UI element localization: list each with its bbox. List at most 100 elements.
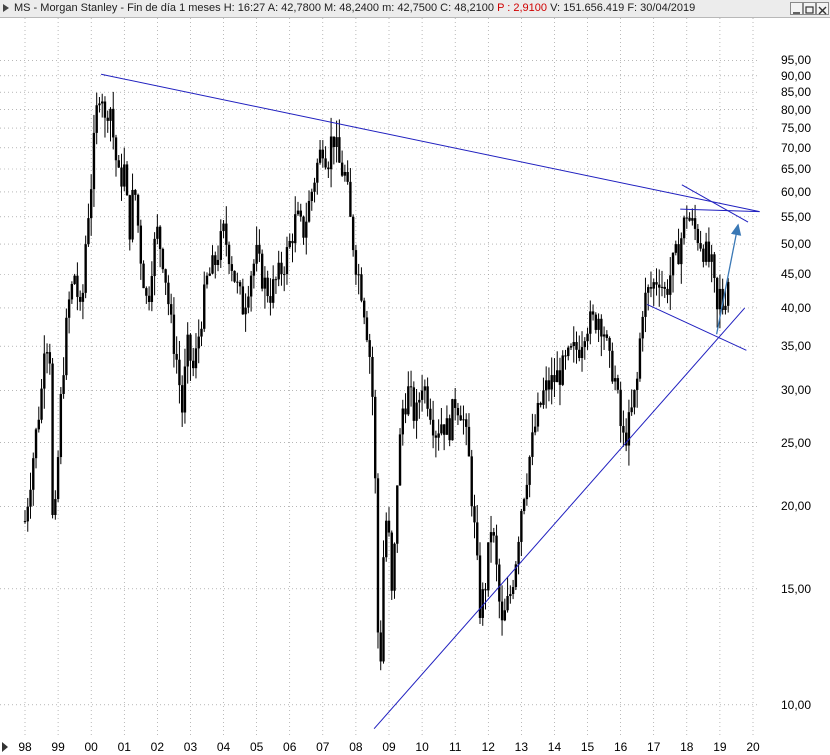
x-tick-label-08: 08 xyxy=(349,740,363,754)
candle-body xyxy=(189,334,192,361)
candle-body xyxy=(616,378,620,390)
x-tick-label-07: 07 xyxy=(316,740,330,754)
candle-body xyxy=(260,253,264,289)
window-menu-icon[interactable] xyxy=(2,3,10,13)
time-axis-bar xyxy=(0,737,830,755)
maximize-button[interactable] xyxy=(803,2,816,15)
candle-body xyxy=(238,282,242,287)
candle-body xyxy=(95,105,98,133)
x-tick-label-98: 98 xyxy=(18,740,32,754)
candle-body xyxy=(420,390,424,400)
candle-body xyxy=(114,137,118,161)
minimize-icon xyxy=(793,12,800,14)
candle-body xyxy=(230,264,234,271)
candle-body xyxy=(528,456,531,485)
x-tick-label-20: 20 xyxy=(746,740,760,754)
candle-body xyxy=(158,226,162,249)
candle-body xyxy=(564,355,567,357)
price-chart[interactable] xyxy=(0,18,830,737)
candle-body xyxy=(412,387,416,421)
candle-body xyxy=(62,375,65,394)
candle-body xyxy=(567,347,570,357)
candle-body xyxy=(241,286,245,315)
candle-body xyxy=(161,248,165,270)
x-tick-label-13: 13 xyxy=(514,740,529,754)
candle-body xyxy=(500,601,504,621)
minimize-button[interactable] xyxy=(790,2,803,15)
candle-body xyxy=(624,432,628,446)
candle-body xyxy=(704,241,708,262)
candle-body xyxy=(216,259,220,266)
trendline-3 xyxy=(680,208,760,213)
candle-body xyxy=(101,101,104,104)
candle-body xyxy=(415,402,418,421)
candle-body xyxy=(117,160,120,168)
candle-body xyxy=(274,279,278,281)
candle-body xyxy=(492,532,495,536)
candle-body xyxy=(426,386,429,409)
candle-body xyxy=(321,149,325,159)
candle-body xyxy=(520,511,523,542)
candle-body xyxy=(713,254,716,279)
candle-body xyxy=(715,278,719,310)
candle-body xyxy=(453,399,457,408)
x-tick-label-00: 00 xyxy=(84,740,98,754)
x-tick-label-10: 10 xyxy=(415,740,429,754)
candle-body xyxy=(365,317,369,341)
candle-body xyxy=(635,378,639,390)
candle-body xyxy=(655,282,658,285)
candle-body xyxy=(699,243,702,249)
candle-body xyxy=(385,520,388,558)
candle-body xyxy=(558,370,562,385)
candle-body xyxy=(539,402,542,405)
candle-body xyxy=(531,432,534,457)
trendline-4 xyxy=(681,184,749,223)
candle-body xyxy=(288,240,291,248)
y-tick-label: 10,00 xyxy=(781,697,812,712)
candle-body xyxy=(423,386,427,391)
scroll-right-icon[interactable] xyxy=(2,742,8,752)
candle-body xyxy=(710,254,713,262)
candle-body xyxy=(702,248,705,262)
candle-body xyxy=(594,314,598,330)
candle-body xyxy=(169,304,173,315)
candle-body xyxy=(583,341,586,348)
candle-body xyxy=(644,292,647,317)
candle-body xyxy=(211,255,214,274)
candle-body xyxy=(597,318,600,330)
candle-body xyxy=(682,217,686,239)
candle-body xyxy=(299,210,302,217)
candle-body xyxy=(335,137,338,148)
close-button[interactable] xyxy=(816,2,829,15)
candle-body xyxy=(280,262,283,275)
title-volume-date: V: 151.656.419 F: 30/04/2019 xyxy=(547,2,696,14)
candle-body xyxy=(296,210,300,215)
candle-body xyxy=(517,541,520,565)
candle-body xyxy=(638,338,642,379)
candle-body xyxy=(249,275,253,297)
y-tick-label: 85,00 xyxy=(781,85,812,100)
candle-body xyxy=(109,108,112,121)
candle-body xyxy=(691,218,694,221)
candle-body xyxy=(103,101,107,118)
candle-body xyxy=(688,217,691,221)
candle-body xyxy=(362,300,366,318)
x-tick-label-01: 01 xyxy=(117,740,131,754)
candle-body xyxy=(351,216,355,251)
candle-body xyxy=(467,426,471,457)
candle-body xyxy=(87,218,90,245)
candle-body xyxy=(263,277,267,289)
candle-body xyxy=(572,342,575,347)
x-tick-label-06: 06 xyxy=(283,740,297,754)
candle-body xyxy=(142,263,145,289)
candle-body xyxy=(578,349,581,359)
candle-body xyxy=(200,328,203,337)
candle-body xyxy=(32,458,35,490)
x-tick-label-99: 99 xyxy=(51,740,65,754)
candle-body xyxy=(283,274,286,276)
candle-body xyxy=(586,333,589,342)
y-tick-label: 75,00 xyxy=(781,121,812,136)
candle-body xyxy=(476,522,479,556)
candle-body xyxy=(726,281,730,306)
x-tick-label-02: 02 xyxy=(150,740,165,754)
